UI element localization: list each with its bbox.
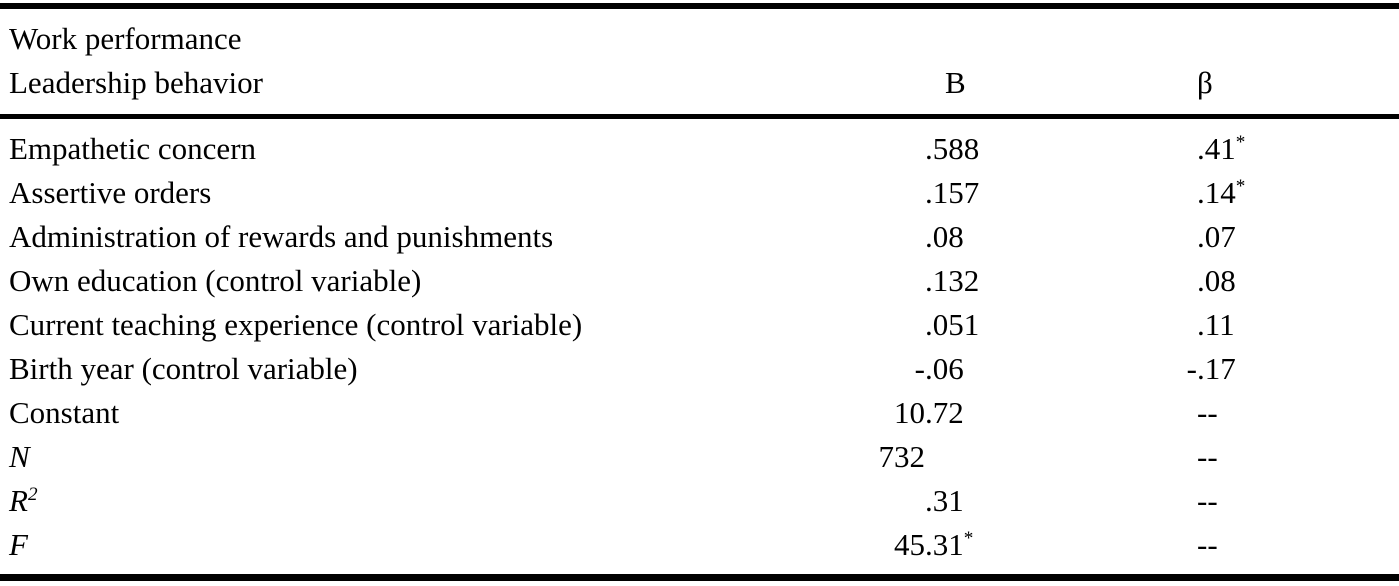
right-margin-spacer <box>1280 435 1399 479</box>
table-row: R2 .31 -- <box>0 479 1399 523</box>
value-fraction-part: .31* <box>925 527 974 562</box>
right-margin-spacer <box>1280 391 1399 435</box>
value-fraction-part: .588 <box>925 131 980 166</box>
header-beta-spacer <box>1000 17 1280 61</box>
table-row: Empathetic concern .588 .41* <box>0 127 1399 171</box>
beta-value-cell: -- <box>1000 391 1280 435</box>
b-value-cell: .157 <box>820 171 1000 215</box>
beta-value-cell: .07 <box>1000 215 1280 259</box>
table-body: Empathetic concern .588 .41* Assertive orde… <box>0 119 1399 574</box>
value-fraction-part: .157 <box>925 175 980 210</box>
b-value-cell: .051 <box>820 303 1000 347</box>
table-row: Administration of rewards and punishment… <box>0 215 1399 259</box>
beta-value-cell: -- <box>1000 523 1280 567</box>
value-fraction-part: .41* <box>1197 131 1246 166</box>
value-fraction-part: .132 <box>925 263 980 298</box>
value-fraction-part: .07 <box>1197 219 1236 254</box>
beta-value-cell: -- <box>1000 479 1280 523</box>
row-label: F <box>9 527 28 562</box>
table-row: Current teaching experience (control var… <box>0 303 1399 347</box>
right-margin-spacer <box>1280 259 1399 303</box>
b-value-cell: 732 <box>820 435 1000 479</box>
b-value-cell: .08 <box>820 215 1000 259</box>
table-row: Assertive orders .157 .14* <box>0 171 1399 215</box>
significance-asterisk: * <box>1235 132 1246 154</box>
row-label: N <box>9 439 30 474</box>
right-margin-spacer <box>1280 17 1399 61</box>
value-integer-part: 732 <box>878 439 926 474</box>
header-b-spacer <box>820 17 1000 61</box>
table-row: N 732 -- <box>0 435 1399 479</box>
right-margin-spacer <box>1280 215 1399 259</box>
b-value-cell: .132 <box>820 259 1000 303</box>
b-value-cell: .31 <box>820 479 1000 523</box>
row-label: Birth year (control variable) <box>9 351 358 386</box>
row-label: Assertive orders <box>9 175 212 210</box>
right-margin-spacer <box>1280 523 1399 567</box>
beta-value-cell: .08 <box>1000 259 1280 303</box>
b-value-cell: 45.31* <box>820 523 1000 567</box>
page: { "table": { "title_line1": "Work perfor… <box>0 3 1399 586</box>
row-label: Administration of rewards and punishment… <box>9 219 554 254</box>
beta-value-cell: -- <box>1000 435 1280 479</box>
b-value-cell: .588 <box>820 127 1000 171</box>
value-fraction-part: .08 <box>925 219 964 254</box>
table-row: F 45.31* -- <box>0 523 1399 567</box>
value-integer-part: - <box>1186 351 1197 386</box>
beta-value-cell: .41* <box>1000 127 1280 171</box>
right-margin-spacer <box>1280 303 1399 347</box>
value-fraction-part: .051 <box>925 307 980 342</box>
table-row: Birth year (control variable) -.06 -.17 <box>0 347 1399 391</box>
bottom-rule <box>0 574 1399 581</box>
table-row: Constant 10.72 -- <box>0 391 1399 435</box>
regression-results-table: Work performance Leadership behavior B β… <box>0 3 1399 586</box>
value-fraction-part: -- <box>1197 527 1218 562</box>
column-header-b: B <box>945 65 966 100</box>
table-title-line1: Work performance <box>9 21 242 56</box>
header-row-1: Work performance <box>0 17 1399 61</box>
row-label: R2 <box>9 483 38 518</box>
row-label: Own education (control variable) <box>9 263 422 298</box>
value-fraction-part: -- <box>1197 439 1218 474</box>
header-separator-rule <box>0 114 1399 119</box>
significance-asterisk: * <box>1235 176 1246 198</box>
value-fraction-part: -- <box>1197 395 1218 430</box>
right-margin-spacer <box>1280 61 1399 105</box>
value-fraction-part: .11 <box>1197 307 1235 342</box>
value-fraction-part: .14* <box>1197 175 1246 210</box>
right-margin-spacer <box>1280 127 1399 171</box>
value-fraction-part: .06 <box>925 351 964 386</box>
row-label: Current teaching experience (control var… <box>9 307 583 342</box>
b-value-cell: -.06 <box>820 347 1000 391</box>
right-margin-spacer <box>1280 347 1399 391</box>
column-header-beta: β <box>1197 65 1213 100</box>
value-fraction-part: .72 <box>925 395 964 430</box>
beta-value-cell: .11 <box>1000 303 1280 347</box>
value-fraction-part: -- <box>1197 483 1218 518</box>
value-integer-part: 10 <box>894 395 925 430</box>
value-integer-part: 45 <box>894 527 925 562</box>
right-margin-spacer <box>1280 171 1399 215</box>
value-fraction-part: .31 <box>925 483 964 518</box>
right-margin-spacer <box>1280 479 1399 523</box>
top-rule <box>0 3 1399 9</box>
significance-asterisk: * <box>963 528 974 550</box>
table-header: Work performance Leadership behavior B β <box>0 9 1399 114</box>
header-row-2: Leadership behavior B β <box>0 61 1399 105</box>
beta-value-cell: .14* <box>1000 171 1280 215</box>
row-label: Constant <box>9 395 120 430</box>
value-integer-part: - <box>914 351 925 386</box>
b-value-cell: 10.72 <box>820 391 1000 435</box>
table-row: Own education (control variable) .132 .08 <box>0 259 1399 303</box>
value-fraction-part: .17 <box>1197 351 1236 386</box>
beta-value-cell: -.17 <box>1000 347 1280 391</box>
label-superscript: 2 <box>27 484 38 506</box>
row-label: Empathetic concern <box>9 131 257 166</box>
value-fraction-part: .08 <box>1197 263 1236 298</box>
table-title-line2: Leadership behavior <box>9 65 263 100</box>
